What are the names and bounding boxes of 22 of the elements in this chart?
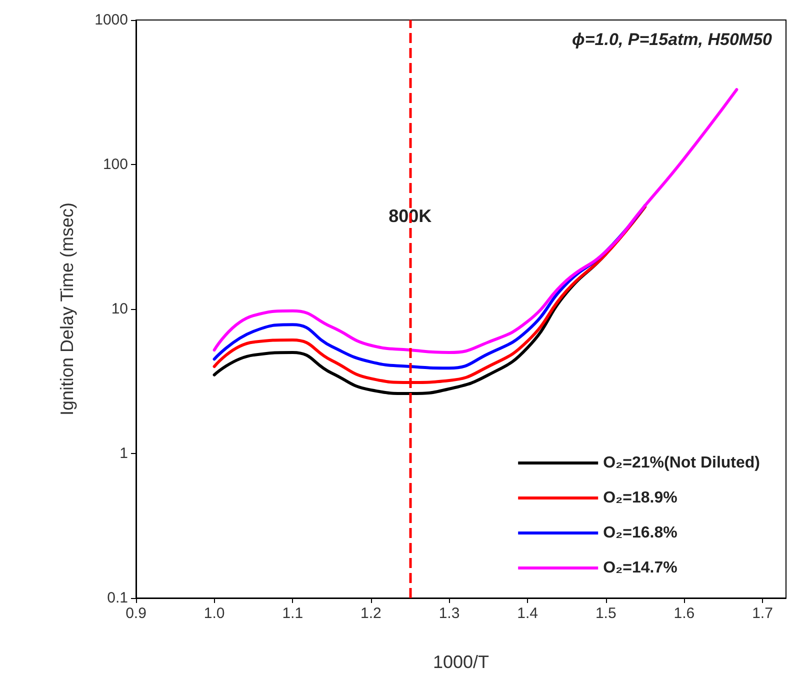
y-tick-label: 10	[111, 300, 128, 318]
x-axis-title: 1000/T	[432, 652, 490, 672]
x-tick-label: 0.9	[126, 605, 146, 622]
y-tick-label: 1	[120, 445, 128, 462]
x-tick-label: 1.4	[517, 605, 538, 622]
legend-label: O₂=14.7%	[603, 560, 678, 576]
legend-label: O₂=18.9%	[603, 490, 678, 506]
line-series	[212, 88, 738, 354]
legend-label: O₂=21%(Not Diluted)	[603, 454, 760, 472]
x-tick-label: 1.6	[674, 605, 695, 622]
x-tick-label: 1.1	[282, 605, 304, 622]
y-tick-label: 1000	[94, 12, 128, 28]
y-axis-title: Ignition Delay Time (msec)	[57, 202, 77, 416]
x-tick-label: 1.2	[360, 605, 382, 622]
y-tick-label: 0.1	[107, 590, 128, 606]
y-tick-label: 100	[102, 156, 128, 173]
legend-label: O₂=16.8%	[603, 524, 678, 542]
x-tick-label: 1.3	[438, 605, 460, 622]
x-tick-label: 1.0	[204, 605, 225, 622]
x-tick-label: 1.7	[752, 605, 773, 622]
x-tick-label: 1.5	[595, 605, 616, 622]
text: ϕ=1.0, P=15atm, H50M50	[572, 30, 773, 49]
